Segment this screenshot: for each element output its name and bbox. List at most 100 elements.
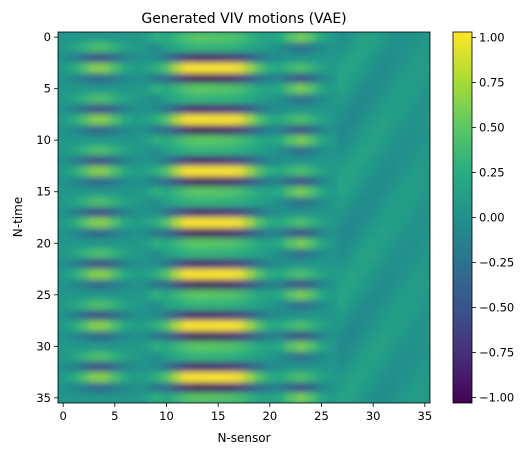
heatmap-cell (161, 227, 173, 239)
heatmap-cell (109, 135, 121, 146)
heatmap-cell (223, 227, 235, 239)
heatmap-cell (347, 104, 359, 116)
heatmap-cell (182, 392, 193, 403)
heatmap-cell (285, 372, 297, 383)
heatmap-cell (419, 155, 430, 167)
heatmap-cell (295, 279, 307, 291)
heatmap-cell (254, 155, 266, 167)
heatmap-cell (368, 73, 379, 85)
heatmap-cell (316, 135, 328, 146)
heatmap-cell (109, 248, 121, 260)
heatmap-cell (326, 73, 338, 85)
heatmap-cell (326, 330, 338, 342)
heatmap-cell (161, 330, 173, 342)
heatmap-cell (68, 351, 80, 363)
heatmap-cell (58, 299, 69, 311)
heatmap-cell (171, 341, 183, 353)
heatmap-cell (368, 135, 379, 146)
heatmap-cell (213, 238, 224, 250)
heatmap-cell (285, 382, 297, 394)
heatmap-cell (182, 382, 193, 394)
heatmap-cell (130, 155, 142, 167)
heatmap-cell (347, 238, 359, 250)
heatmap-cell (388, 196, 400, 208)
heatmap-cell (275, 93, 286, 105)
x-axis-label: N-sensor (217, 431, 270, 445)
heatmap-cell (78, 248, 90, 260)
heatmap-cell (58, 382, 69, 394)
heatmap-cell (326, 258, 338, 270)
heatmap-cell (223, 186, 235, 198)
heatmap-cell (306, 289, 317, 301)
heatmap-cell (171, 42, 183, 54)
heatmap-cell (378, 217, 390, 229)
heatmap-cell (378, 320, 390, 332)
heatmap-cell (306, 145, 317, 157)
heatmap-cell (399, 165, 410, 177)
heatmap-cell (161, 176, 173, 188)
heatmap-cell (233, 330, 245, 342)
heatmap-cell (223, 310, 235, 322)
heatmap-cell (161, 196, 173, 208)
heatmap-cell (357, 114, 369, 126)
heatmap-cell (202, 196, 214, 208)
heatmap-cell (326, 62, 338, 74)
heatmap-cell (192, 269, 204, 280)
heatmap-cell (78, 351, 90, 363)
heatmap-cell (99, 52, 111, 64)
heatmap-cell (213, 258, 224, 270)
heatmap-cell (306, 258, 317, 270)
heatmap-cell (316, 104, 328, 116)
heatmap-cell (161, 135, 173, 146)
heatmap-cell (264, 176, 276, 188)
heatmap-cell (192, 330, 204, 342)
heatmap-cell (295, 289, 307, 301)
heatmap-cell (171, 248, 183, 260)
heatmap-cell (378, 114, 390, 126)
heatmap-cell (337, 165, 348, 177)
heatmap-cell (151, 73, 162, 85)
heatmap-cell (399, 155, 410, 167)
heatmap-cell (213, 330, 224, 342)
heatmap-cell (264, 124, 276, 136)
heatmap-cell (89, 207, 100, 219)
heatmap-cell (120, 279, 131, 291)
heatmap-cell (337, 217, 348, 229)
heatmap-cell (68, 341, 80, 353)
heatmap-cell (337, 207, 348, 219)
heatmap-cell (120, 361, 131, 373)
heatmap-cell (78, 186, 90, 198)
heatmap-cell (213, 299, 224, 311)
heatmap-cell (368, 207, 379, 219)
heatmap-cell (419, 351, 430, 363)
heatmap-cell (285, 330, 297, 342)
heatmap-cell (151, 330, 162, 342)
heatmap-cell (58, 62, 69, 74)
heatmap-cell (182, 320, 193, 332)
heatmap-cell (171, 207, 183, 219)
heatmap-cell (285, 124, 297, 136)
heatmap-cell (140, 382, 152, 394)
heatmap-cell (316, 351, 328, 363)
heatmap-cell (99, 382, 111, 394)
heatmap-cell (99, 289, 111, 301)
heatmap-cell (151, 279, 162, 291)
heatmap-cell (99, 165, 111, 177)
heatmap-cell (244, 104, 255, 116)
heatmap-cell (409, 279, 421, 291)
heatmap-cell (347, 310, 359, 322)
heatmap-cell (378, 299, 390, 311)
heatmap-cell (233, 289, 245, 301)
heatmap-cell (99, 135, 111, 146)
heatmap-cell (213, 372, 224, 383)
heatmap-cell (120, 392, 131, 403)
heatmap-cell (254, 361, 266, 373)
heatmap-cell (140, 227, 152, 239)
heatmap-cell (306, 73, 317, 85)
heatmap-cell (306, 341, 317, 353)
heatmap-cell (419, 392, 430, 403)
heatmap-cell (388, 165, 400, 177)
heatmap-cell (295, 248, 307, 260)
heatmap-cell (275, 258, 286, 270)
heatmap-cell (285, 269, 297, 280)
